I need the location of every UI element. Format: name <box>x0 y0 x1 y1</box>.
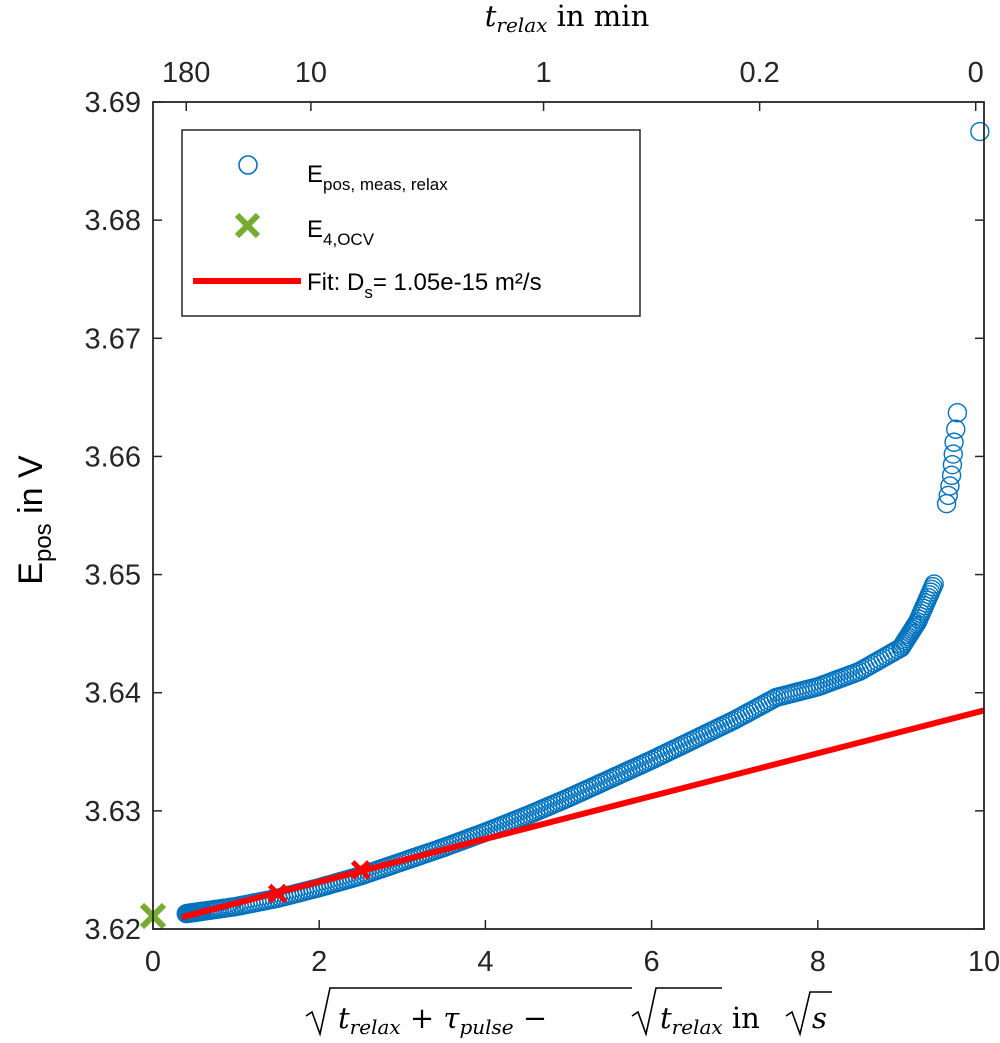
data-point-measured <box>867 651 887 672</box>
top-tick-label: 0 <box>968 57 984 89</box>
y-tick-label: 3.66 <box>85 441 141 473</box>
svg-text:trelax + τpulse −: trelax + τpulse − <box>338 1001 547 1039</box>
x-tick-label: 0 <box>145 946 161 978</box>
y-tick-label: 3.68 <box>85 205 141 237</box>
data-point-measured <box>739 702 760 722</box>
y-tick-label: 3.64 <box>85 678 141 710</box>
legend-label-ocv: E4,OCV <box>307 216 375 249</box>
data-point-measured <box>944 432 964 452</box>
x-tick-label: 8 <box>810 946 826 978</box>
data-point-measured <box>947 403 968 423</box>
legend-label-measured: Epos, meas, relax <box>307 161 448 194</box>
legend-marker-measured <box>238 155 258 175</box>
top-tick-label: 0.2 <box>739 57 779 89</box>
sqrt-sign-1 <box>305 987 632 1037</box>
x-tick-label: 10 <box>968 946 1000 978</box>
fit-line <box>181 707 985 921</box>
legend-marker-ocv <box>234 212 261 239</box>
data-point-measured <box>849 661 870 682</box>
data-point-measured <box>751 695 772 716</box>
data-point-measured <box>876 646 896 666</box>
top-tick-label: 10 <box>295 57 327 89</box>
legend-label-fit: Fit: Ds= 1.05e-15 m²/s <box>307 269 542 302</box>
axes-box <box>152 101 985 930</box>
fit-range-marker <box>267 883 288 904</box>
top-axis-label: trelax in min <box>485 0 650 37</box>
y-tick-label: 3.65 <box>85 560 141 592</box>
data-layer <box>139 121 990 930</box>
data-point-measured <box>760 690 781 711</box>
data-point-measured <box>941 465 962 486</box>
data-point-measured <box>748 697 769 717</box>
data-point-measured <box>946 419 966 439</box>
data-point-measured <box>733 705 754 725</box>
x-tick-label: 2 <box>311 946 327 978</box>
top-tick-label: 180 <box>162 57 210 89</box>
data-point-measured <box>924 574 944 594</box>
top-tick-label: 1 <box>535 57 551 89</box>
data-point-measured <box>742 700 763 720</box>
y-tick-label: 3.62 <box>85 914 141 946</box>
data-point-measured <box>745 698 766 719</box>
data-point-measured <box>858 656 878 677</box>
data-point-measured <box>730 706 751 727</box>
data-point-measured <box>923 577 943 597</box>
data-point-measured <box>942 455 963 475</box>
data-point-measured <box>940 476 960 496</box>
data-point-measured <box>852 660 873 680</box>
data-point-measured <box>873 648 893 668</box>
data-point-measured <box>864 653 884 673</box>
svg-text:trelax in: trelax in <box>660 1001 760 1039</box>
data-point-measured <box>938 485 958 506</box>
sqrt-sign-2 <box>631 987 722 1037</box>
data-point-measured <box>727 708 748 728</box>
x-tick-label: 6 <box>644 946 660 978</box>
y-tick-label: 3.67 <box>85 323 141 355</box>
legend-box <box>181 129 641 317</box>
data-point-measured <box>861 655 881 675</box>
y-tick-label: 3.63 <box>85 796 141 828</box>
data-point-measured <box>725 710 745 730</box>
x-tick-label: 4 <box>477 946 493 978</box>
fit-range-marker <box>350 860 371 880</box>
legend: Epos, meas, relax E4,OCV Fit: Ds= 1.05e-… <box>181 129 641 317</box>
y-tick-label: 3.69 <box>85 87 141 119</box>
data-point-measured <box>970 121 990 142</box>
y-axis-label: Epos in V <box>12 455 57 585</box>
data-point-measured <box>943 444 963 464</box>
data-point-measured <box>870 649 890 670</box>
sqrt-sign-3 <box>785 991 832 1037</box>
svg-text:s: s <box>812 1001 827 1035</box>
x-axis-label: trelax + τpulse − trelax in s <box>305 987 832 1039</box>
axes-layer: 0 2 4 6 8 103.623.633.643.653.663.673.683.691… <box>85 57 1000 978</box>
data-point-measured <box>855 658 875 678</box>
